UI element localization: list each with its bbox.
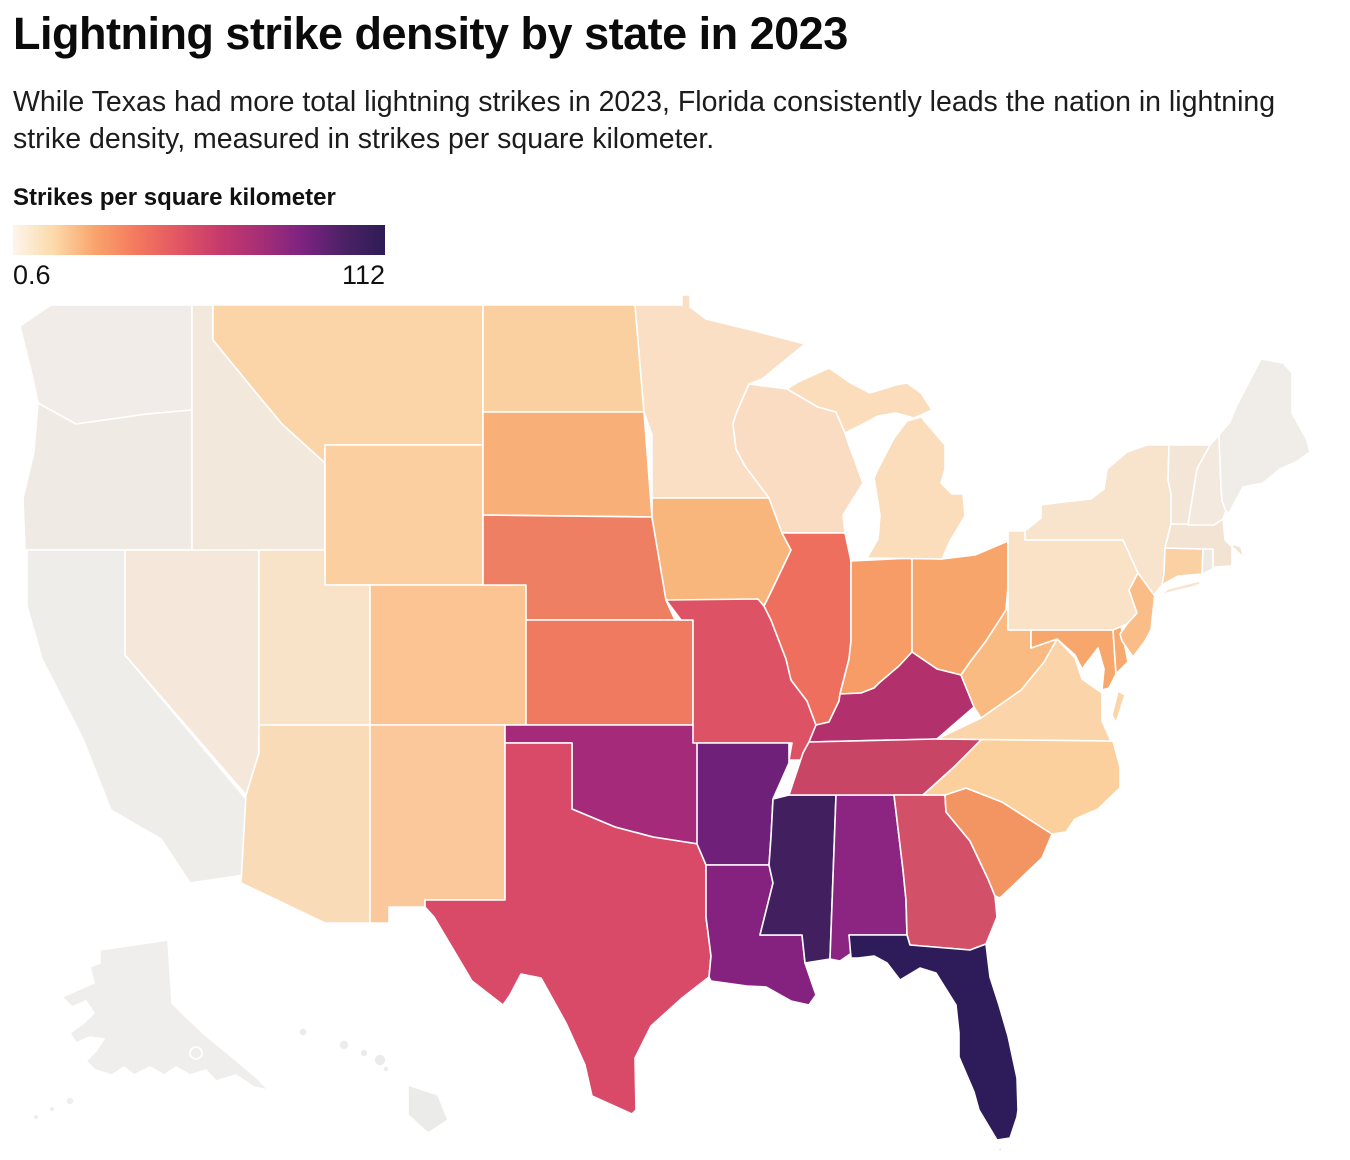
state-hi-lanai[interactable]	[382, 1065, 390, 1073]
state-ct[interactable]	[1161, 547, 1204, 586]
legend-gradient-bar	[13, 225, 385, 255]
state-nm[interactable]	[369, 724, 506, 924]
state-hi-molokai[interactable]	[359, 1048, 369, 1058]
us-choropleth-map	[0, 294, 1350, 1159]
state-sd[interactable]	[482, 411, 653, 518]
state-ak-aleutian-2[interactable]	[48, 1105, 56, 1113]
state-wa[interactable]	[19, 304, 193, 425]
state-ky[interactable]	[808, 651, 975, 743]
state-or[interactable]	[22, 402, 193, 551]
state-ak-aleutian-3[interactable]	[32, 1113, 40, 1121]
legend-title: Strikes per square kilometer	[13, 184, 336, 211]
us-map-svg	[19, 294, 1311, 1159]
chart-subtitle: While Texas had more total lightning str…	[13, 85, 1276, 155]
state-ak[interactable]	[61, 939, 269, 1091]
state-mi-upper[interactable]	[786, 367, 933, 434]
state-mi-lower[interactable]	[866, 416, 966, 560]
legend-scale: 0.6 112	[13, 260, 385, 291]
legend-max-label: 112	[341, 260, 385, 290]
state-ak-aleutian-1[interactable]	[65, 1096, 75, 1106]
state-ks[interactable]	[525, 619, 694, 726]
state-ny-long-island[interactable]	[1153, 580, 1202, 600]
state-hi-kauai[interactable]	[298, 1027, 308, 1037]
chart-header: Lightning strike density by state in 202…	[13, 8, 1337, 158]
state-hi-oahu[interactable]	[338, 1039, 350, 1051]
color-legend: Strikes per square kilometer 0.6 112	[13, 184, 385, 291]
state-pa[interactable]	[1007, 530, 1139, 631]
state-fl-keys[interactable]	[980, 1145, 1005, 1159]
state-hi-maui[interactable]	[373, 1053, 387, 1067]
state-ak-kodiak[interactable]	[189, 1046, 203, 1060]
state-fl[interactable]	[848, 934, 1019, 1141]
state-tx[interactable]	[424, 742, 712, 1115]
state-wy[interactable]	[324, 444, 484, 586]
state-va-shore[interactable]	[1111, 690, 1126, 724]
state-ia[interactable]	[651, 497, 792, 607]
page-title: Lightning strike density by state in 202…	[13, 8, 848, 59]
state-hi-big-island[interactable]	[407, 1084, 449, 1134]
state-nc[interactable]	[922, 738, 1121, 835]
state-nd[interactable]	[482, 304, 645, 413]
state-ri[interactable]	[1201, 548, 1214, 575]
state-co[interactable]	[369, 584, 527, 726]
state-az[interactable]	[240, 724, 371, 924]
legend-min-label: 0.6	[13, 260, 51, 290]
state-me[interactable]	[1218, 358, 1311, 514]
